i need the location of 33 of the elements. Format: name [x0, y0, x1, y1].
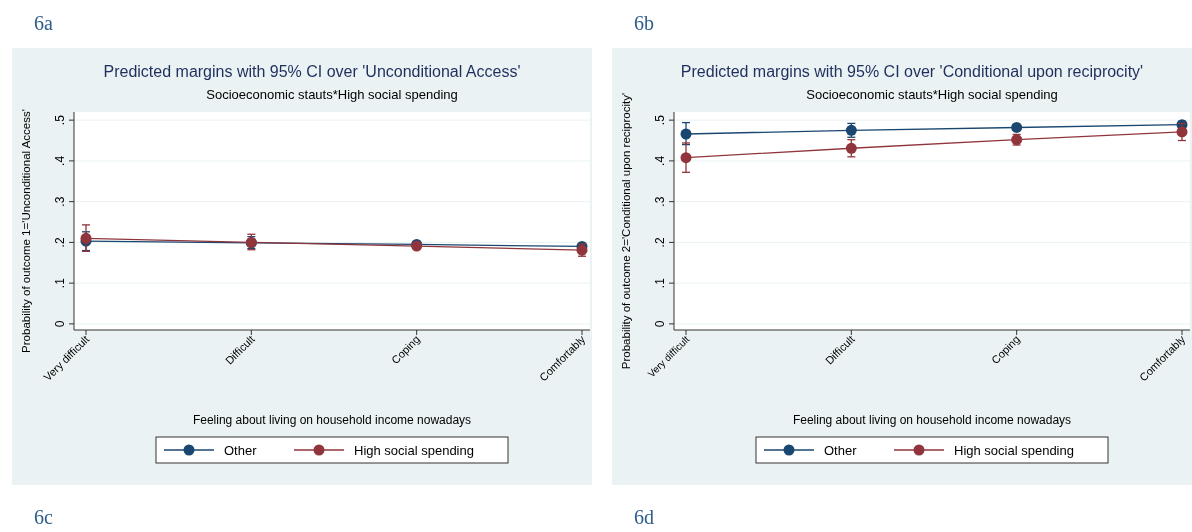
point — [845, 142, 857, 154]
point — [680, 128, 692, 140]
y-tick-label: .5 — [653, 114, 667, 126]
chart-subtitle: Socioeconomic stauts*High social spending — [206, 87, 458, 102]
legend-label: High social spending — [354, 443, 474, 458]
point — [1011, 121, 1023, 133]
chart-subtitle: Socioeconomic stauts*High social spending — [806, 87, 1058, 102]
text: 6d — [634, 506, 654, 528]
y-tick-label: .1 — [53, 277, 67, 289]
y-axis-title: Probability of outcome 2='Conditional upon reciprocity' — [620, 92, 632, 370]
y-tick-label: .2 — [653, 237, 667, 248]
y-tick-label: .3 — [653, 196, 667, 207]
point — [1176, 126, 1188, 138]
y-tick-label: 0 — [53, 320, 67, 328]
y-tick-label: .4 — [653, 155, 667, 166]
x-axis-title: Feeling about living on household income nowadays — [792, 413, 1072, 427]
y-tick-label: 0 — [653, 320, 667, 328]
y-tick-label: .2 — [53, 237, 67, 248]
chart-title: Predicted margins with 95% CI over 'Conditional upon reciprocity' — [680, 63, 1144, 80]
y-tick-label: .3 — [53, 196, 67, 207]
text: 6b — [634, 12, 654, 34]
chart-title: Predicted margins with 95% CI over 'Unconditional Access' — [103, 63, 521, 80]
text: 6c — [34, 506, 53, 528]
legend-label: Other — [224, 443, 258, 458]
text: 6a — [34, 12, 53, 34]
y-axis-title: Probability of outcome 1='Unconditional Access' — [20, 109, 32, 353]
legend-label: High social spending — [954, 443, 1074, 458]
legend-label: Other — [824, 443, 858, 458]
point — [680, 152, 692, 164]
y-tick-label: .5 — [53, 114, 67, 126]
y-tick-label: .1 — [653, 277, 667, 289]
x-axis-title: Feeling about living on household income nowadays — [192, 413, 472, 427]
y-tick-label: .4 — [53, 155, 67, 166]
